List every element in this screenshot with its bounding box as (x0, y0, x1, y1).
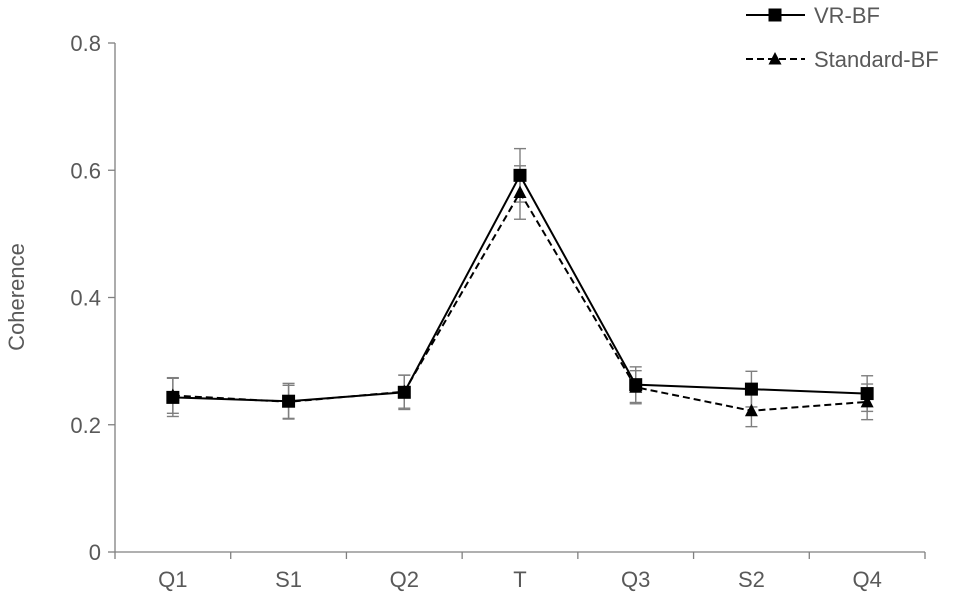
x-tick-label: Q4 (852, 567, 881, 592)
x-tick-label: Q3 (621, 567, 650, 592)
legend-label: Standard-BF (814, 47, 939, 72)
y-tick-label: 0.6 (70, 158, 101, 183)
x-tick-label: Q2 (390, 567, 419, 592)
series-group (166, 168, 874, 417)
y-tick-label: 0 (89, 540, 101, 565)
y-tick-label: 0.2 (70, 413, 101, 438)
triangle-marker (744, 403, 758, 417)
square-marker (860, 387, 874, 401)
square-marker (397, 385, 411, 399)
x-tick-label: S2 (738, 567, 765, 592)
square-marker (282, 394, 296, 408)
legend: VR-BF Standard-BF (746, 3, 939, 72)
square-marker (768, 8, 782, 22)
square-marker (513, 168, 527, 182)
axes: 0 0.2 0.4 0.6 0.8 Q1 S1 Q2 T Q3 S2 Q4 (70, 31, 926, 592)
y-tick-label: 0.8 (70, 31, 101, 56)
y-tick-label: 0.4 (70, 286, 101, 311)
series-line-standard-bf (172, 190, 868, 412)
x-tick-label: T (513, 567, 526, 592)
y-axis-label: Coherence (4, 243, 29, 351)
square-marker (629, 378, 643, 392)
x-tick-label: Q1 (158, 567, 187, 592)
square-marker (744, 382, 758, 396)
triangle-marker (768, 52, 782, 65)
x-tick-label: S1 (275, 567, 302, 592)
square-marker (166, 390, 180, 404)
triangle-marker (513, 185, 527, 199)
triangle-marker (860, 394, 874, 408)
legend-label: VR-BF (814, 3, 880, 28)
